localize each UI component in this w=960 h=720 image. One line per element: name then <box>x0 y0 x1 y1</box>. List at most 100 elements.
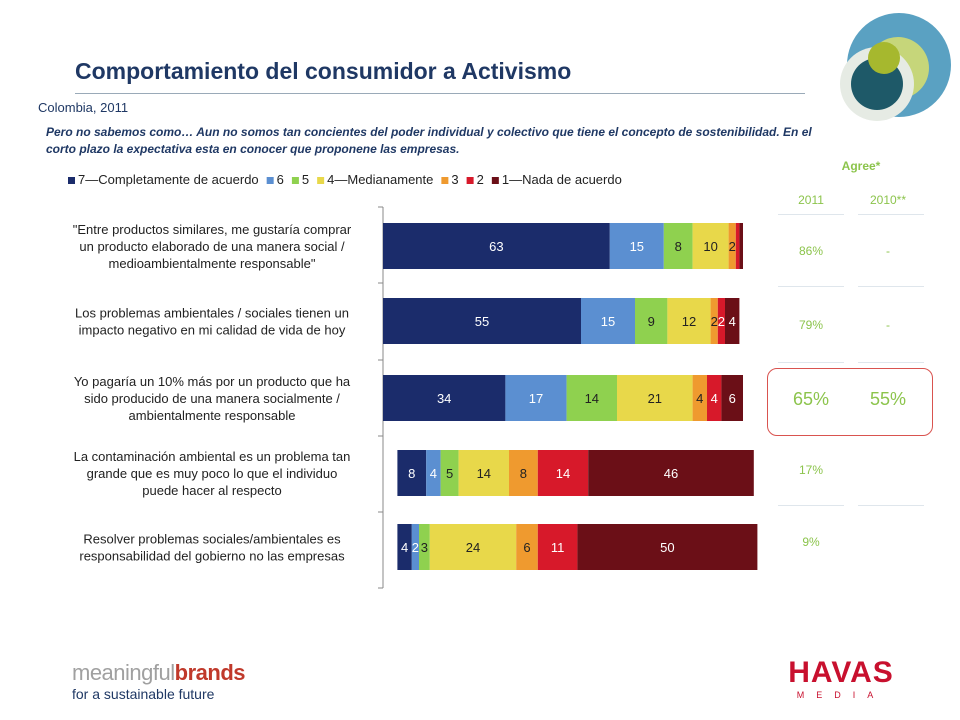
agree-2010-row-2: - <box>886 318 890 332</box>
legend-label: 7—Completamente de acuerdo <box>78 172 259 187</box>
bar-segment <box>728 223 736 269</box>
data-label: 15 <box>601 314 615 329</box>
category-label: sido producido de una manera socialmente… <box>84 391 340 406</box>
legend-swatch <box>317 177 325 184</box>
bar-segment <box>383 375 506 421</box>
category-label: grande que es muy poco lo que el individ… <box>87 466 338 481</box>
data-label: 14 <box>477 466 491 481</box>
legend-label: 6 <box>277 172 284 187</box>
bar-segment <box>725 298 740 344</box>
bar-segment <box>581 298 635 344</box>
bar-segment <box>566 375 617 421</box>
data-label: 4 <box>430 466 437 481</box>
data-label: 6 <box>523 540 530 555</box>
agree-2010-row-1: - <box>886 244 890 258</box>
bar-segment <box>411 524 419 570</box>
agree-highlight-box <box>767 368 933 436</box>
legend-swatch <box>68 177 75 184</box>
title-divider <box>75 93 805 94</box>
data-label: 2 <box>729 239 736 254</box>
category-label: puede hacer al respecto <box>142 483 281 498</box>
bar-segment <box>537 450 589 496</box>
data-label: 4 <box>729 314 736 329</box>
logo-text-main: meaningful <box>72 660 175 685</box>
data-label: 63 <box>489 239 503 254</box>
category-label: Yo pagaría un 10% más por un producto qu… <box>74 374 351 389</box>
category-label: responsabilidad del gobierno no las empr… <box>79 549 345 564</box>
data-label: 11 <box>551 540 565 555</box>
bar-segment <box>739 223 743 269</box>
bar-segment <box>458 450 509 496</box>
category-label: medioambientalmente responsable" <box>109 256 316 271</box>
data-label: 10 <box>703 239 717 254</box>
data-label: 15 <box>630 239 644 254</box>
data-label: 8 <box>675 239 682 254</box>
agree-divider <box>778 286 844 287</box>
data-label: 12 <box>682 314 696 329</box>
agree-divider <box>778 214 844 215</box>
bar-segment <box>692 375 707 421</box>
data-label: 50 <box>660 540 674 555</box>
media-logo-text: MEDIA <box>796 690 886 700</box>
agree-2011-row-3: 65% <box>792 389 830 409</box>
data-label: 8 <box>408 466 415 481</box>
bar-segment <box>707 375 722 421</box>
legend-swatch <box>291 177 299 184</box>
data-label: 2 <box>718 314 725 329</box>
page-subtitle: Colombia, 2011 <box>38 100 129 115</box>
bar-segment <box>735 223 740 269</box>
agree-divider <box>858 505 924 506</box>
bar-segment <box>717 298 725 344</box>
legend-label: 5 <box>302 172 309 187</box>
category-label: Los problemas ambientales / sociales tie… <box>75 306 349 321</box>
logo-tagline: for a sustainable future <box>72 686 215 702</box>
agree-2011-row-2: 79% <box>798 318 824 332</box>
category-label: Resolver problemas sociales/ambientales … <box>83 532 341 547</box>
bar-segment <box>505 375 567 421</box>
data-label: 5 <box>446 466 453 481</box>
havas-logo-text: HAVAS <box>788 656 894 689</box>
legend-swatch <box>491 177 499 184</box>
bar-segment <box>721 375 743 421</box>
agree-divider <box>858 286 924 287</box>
agree-2011-row-1: 86% <box>798 244 824 258</box>
data-label: 6 <box>729 391 736 406</box>
bar-segment <box>609 223 664 269</box>
legend-swatch <box>466 177 474 184</box>
data-label: 24 <box>466 540 480 555</box>
bar-segment <box>429 524 517 570</box>
bar-segment <box>397 524 412 570</box>
category-label: un producto elaborado de una manera soci… <box>79 239 345 254</box>
agree-title: Agree* <box>841 159 881 173</box>
data-label: 34 <box>437 391 451 406</box>
data-label: 4 <box>401 540 408 555</box>
summary-note: Pero no sabemos como… Aun no somos tan c… <box>46 125 812 156</box>
agree-divider <box>858 362 924 363</box>
data-label: 17 <box>529 391 543 406</box>
data-label: 3 <box>421 540 428 555</box>
category-label: La contaminación ambiental es un problem… <box>74 449 351 464</box>
page-title: Comportamiento del consumidor a Activism… <box>75 58 572 84</box>
bar-segment <box>617 375 693 421</box>
bar-segment <box>419 524 430 570</box>
meaningful-brands-logo: meaningfulbrands for a sustainable futur… <box>72 660 246 702</box>
legend-label: 4—Medianamente <box>327 172 433 187</box>
data-label: 55 <box>475 314 489 329</box>
data-label: 14 <box>585 391 599 406</box>
data-label: 4 <box>696 391 703 406</box>
legend-label: 2 <box>477 172 484 187</box>
bar-segment <box>509 450 538 496</box>
data-label: 2 <box>711 314 718 329</box>
agree-divider <box>778 505 844 506</box>
data-label: 46 <box>664 466 678 481</box>
agree-year-2010: 2010** <box>869 193 907 207</box>
bar-segment <box>440 450 459 496</box>
agree-divider <box>778 362 844 363</box>
bar-segment <box>426 450 441 496</box>
agree-2011-row-4: 17% <box>798 463 824 477</box>
bar-segment <box>383 223 610 269</box>
legend-label: 1—Nada de acuerdo <box>502 172 622 187</box>
bar-segment <box>692 223 729 269</box>
category-label: "Entre productos similares, me gustaría … <box>73 222 352 237</box>
